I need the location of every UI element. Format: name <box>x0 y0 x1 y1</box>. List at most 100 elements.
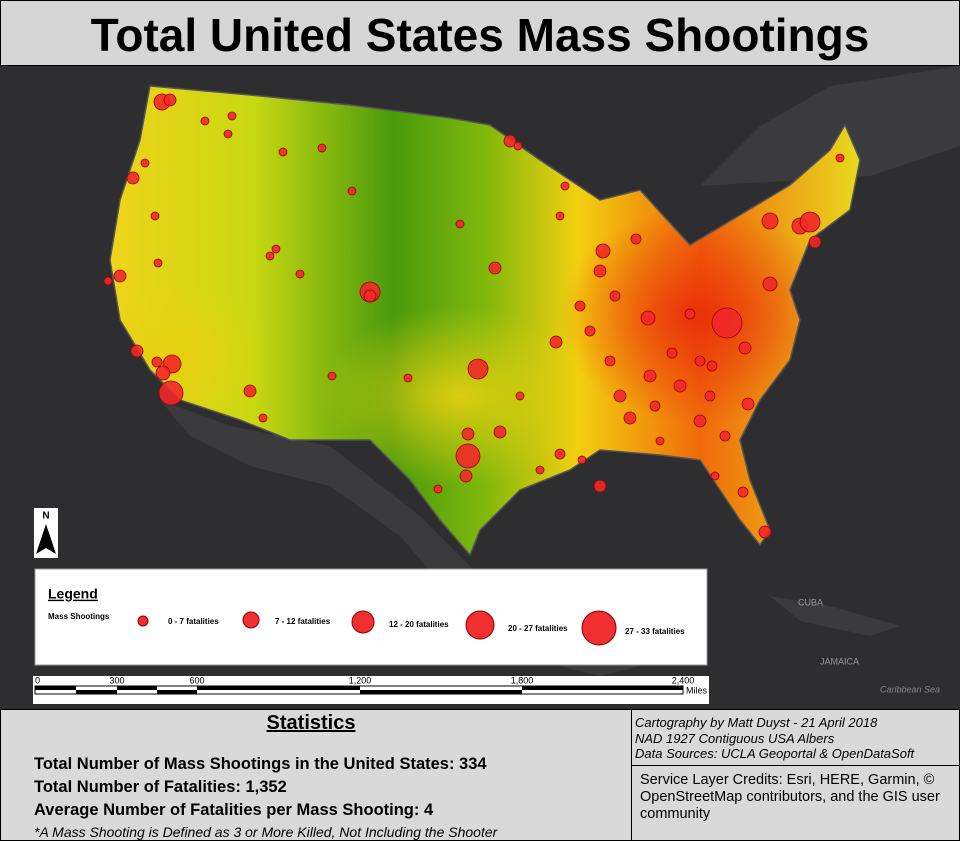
place-label: JAMAICA <box>820 656 859 666</box>
statistics: Statistics Total Number of Mass Shooting… <box>1 710 632 840</box>
legend-layer: Mass Shootings <box>48 612 110 621</box>
shooting-point <box>643 369 657 383</box>
legend-symbol <box>465 610 495 640</box>
shooting-point <box>150 211 160 221</box>
shooting-point <box>433 484 443 494</box>
shooting-point <box>604 355 616 367</box>
shooting-point <box>403 373 413 383</box>
shooting-point <box>488 261 502 275</box>
shooting-point <box>593 264 607 278</box>
legend-class: 12 - 20 fatalities <box>389 620 449 629</box>
shooting-point <box>271 244 281 254</box>
shooting-point <box>577 455 587 465</box>
service-credits: Service Layer Credits: Esri, HERE, Garmi… <box>632 765 959 841</box>
shooting-point <box>461 427 475 441</box>
shooting-point <box>493 425 507 439</box>
shooting-point <box>623 411 637 425</box>
shooting-point <box>347 186 357 196</box>
shooting-point <box>706 360 718 372</box>
legend-class: 20 - 27 fatalities <box>508 624 568 633</box>
shooting-point <box>363 289 377 303</box>
scale-segment <box>197 686 360 690</box>
shooting-point <box>694 355 706 367</box>
scale-segment <box>117 686 157 690</box>
scale-label: 600 <box>189 675 204 685</box>
shooting-point <box>503 134 517 148</box>
scale-label: 300 <box>109 675 124 685</box>
place-label: CUBA <box>798 597 823 607</box>
legend-class: 7 - 12 fatalities <box>275 617 331 626</box>
north-label: N <box>42 511 49 522</box>
scale-label: 1,800 <box>511 675 534 685</box>
shooting-point <box>835 153 845 163</box>
scale-segment <box>522 686 683 690</box>
scale-segment <box>76 690 117 694</box>
shooting-point <box>595 243 611 259</box>
scale-label: 0 <box>35 675 40 685</box>
shooting-point <box>126 171 140 185</box>
shooting-point <box>155 365 171 381</box>
shooting-points <box>103 93 845 539</box>
legend-class: 27 - 33 fatalities <box>625 627 685 636</box>
scale-segment <box>360 690 522 694</box>
shooting-point <box>113 269 127 283</box>
shooting-point <box>560 181 570 191</box>
shooting-point <box>673 379 687 393</box>
place-label: Caribbean Sea <box>880 684 940 694</box>
credit-line: Data Sources: UCLA Geoportal & OpenDataS… <box>635 746 915 761</box>
shooting-point <box>223 129 233 139</box>
shooting-point <box>666 347 678 359</box>
shooting-point <box>153 258 163 268</box>
shooting-point <box>808 235 822 249</box>
legend-symbol <box>581 610 617 646</box>
legend-class: 0 - 7 fatalities <box>168 617 219 626</box>
shooting-point <box>103 276 113 286</box>
legend-symbol <box>242 611 260 629</box>
shooting-point <box>515 391 525 401</box>
shooting-point <box>684 308 696 320</box>
credit-line: NAD 1927 Contiguous USA Albers <box>635 730 835 746</box>
shooting-point <box>738 341 752 355</box>
shooting-point <box>317 143 327 153</box>
shooting-point <box>799 211 821 233</box>
canada <box>700 66 960 186</box>
shooting-point <box>554 448 566 460</box>
legend-title: Legend <box>48 586 98 602</box>
shooting-point <box>327 371 337 381</box>
shooting-point <box>761 212 779 230</box>
shooting-point <box>609 290 621 302</box>
shooting-point <box>693 414 707 428</box>
shooting-point <box>630 233 642 245</box>
shooting-point <box>258 413 268 423</box>
shooting-point <box>467 358 489 380</box>
shooting-point <box>140 158 150 168</box>
shooting-point <box>158 380 184 406</box>
title: Total United States Mass Shootings <box>0 0 960 66</box>
mexico <box>160 400 640 676</box>
shooting-point <box>593 479 607 493</box>
shooting-point <box>574 300 586 312</box>
shooting-point <box>200 116 210 126</box>
shooting-point <box>130 344 144 358</box>
stat-line: Average Number of Fatalities per Mass Sh… <box>34 801 434 819</box>
shooting-point <box>640 310 656 326</box>
stat-line: Total Number of Fatalities: 1,352 <box>34 778 287 796</box>
shooting-point <box>649 400 661 412</box>
credit-line: Cartography by Matt Duyst - 21 April 201… <box>635 715 878 730</box>
shooting-point <box>455 443 481 469</box>
shooting-point <box>584 325 596 337</box>
shooting-point <box>278 147 288 157</box>
cartography-credits: Cartography by Matt Duyst - 21 April 201… <box>635 715 914 762</box>
shooting-point <box>758 525 772 539</box>
info-panel: Statistics Total Number of Mass Shooting… <box>0 709 960 841</box>
shooting-point <box>243 384 257 398</box>
scale-unit: Miles <box>686 685 708 695</box>
legend: Legend Mass Shootings 0 - 7 fatalities 7… <box>34 568 708 666</box>
shooting-point <box>265 251 275 261</box>
shooting-point <box>704 390 716 402</box>
map: CUBA JAMAICA Caribbean Sea N Legend Mass… <box>0 66 960 709</box>
shooting-point <box>549 335 563 349</box>
cuba <box>770 596 900 636</box>
